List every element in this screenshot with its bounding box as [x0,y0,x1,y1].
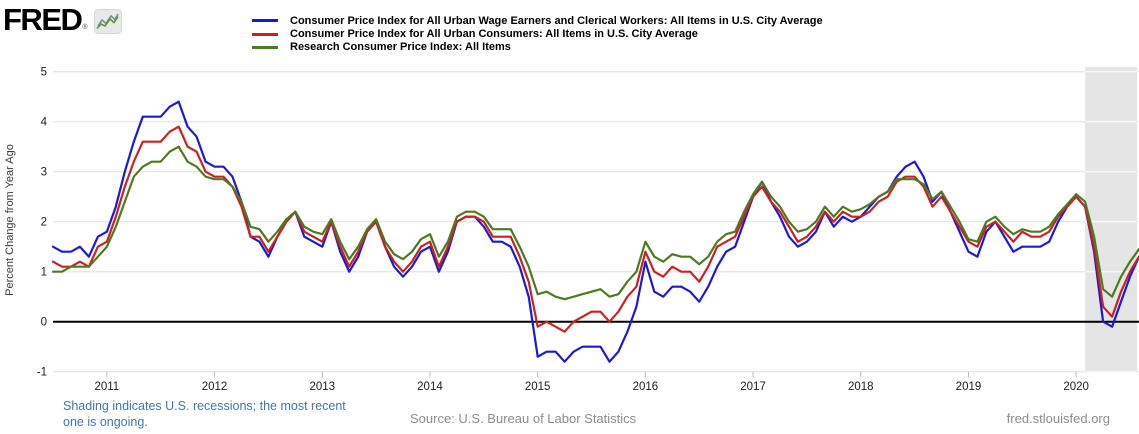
x-tick-label: 2011 [94,381,119,393]
x-tick-label: 2012 [202,381,228,393]
cpi-line-chart: 2011 2012 2013 2014 2015 2016 2017 2018 2019 2020… [4,67,1139,393]
x-tick-label: 2013 [309,381,335,393]
y-tick-label: 5 [41,67,47,79]
legend-swatch-cpi-u [252,32,278,36]
y-tick-label: 4 [41,117,48,129]
y-tick-label: 3 [41,167,47,179]
legend-label-cpi-u: Consumer Price Index for All Urban Consu… [290,28,698,41]
legend-swatch-research-cpi [252,45,278,49]
fred-logo: FRED ® [3,2,122,37]
line-chart-icon [93,9,122,34]
legend-swatch-cpi-w [252,19,278,23]
y-tick-label: 1 [41,267,47,279]
x-tick-label: 2014 [417,381,443,393]
source-label: Source: U.S. Bureau of Labor Statistics [410,411,637,426]
series-line-0 [51,100,1139,363]
y-tick-label: 2 [41,217,47,229]
x-tick-label: 2018 [848,381,874,393]
legend-label-research-cpi: Research Consumer Price Index: All Items [290,41,511,54]
legend-label-cpi-w: Consumer Price Index for All Urban Wage … [290,14,823,27]
legend-item-cpi-w: Consumer Price Index for All Urban Wage … [252,14,823,27]
x-tick-label: 2020 [1063,381,1089,393]
y-tick-label: -1 [37,367,47,379]
fred-site-link[interactable]: fred.stlouisfed.org [1006,411,1110,426]
series-line-2 [51,145,1139,301]
legend-item-research-cpi: Research Consumer Price Index: All Items [252,41,823,54]
series-line-1 [51,125,1139,333]
registered-trademark-icon: ® [82,24,88,31]
y-tick-label: 0 [41,317,47,329]
y-axis-title: Percent Change from Year Ago [4,144,16,296]
recession-note: Shading indicates U.S. recessions; the m… [63,399,346,429]
fred-logo-text: FRED [3,2,83,37]
x-tick-label: 2015 [525,381,551,393]
legend: Consumer Price Index for All Urban Wage … [252,14,823,54]
x-tick-label: 2019 [956,381,982,393]
x-tick-label: 2016 [633,381,659,393]
legend-item-cpi-u: Consumer Price Index for All Urban Consu… [252,27,823,40]
x-tick-label: 2017 [740,381,766,393]
